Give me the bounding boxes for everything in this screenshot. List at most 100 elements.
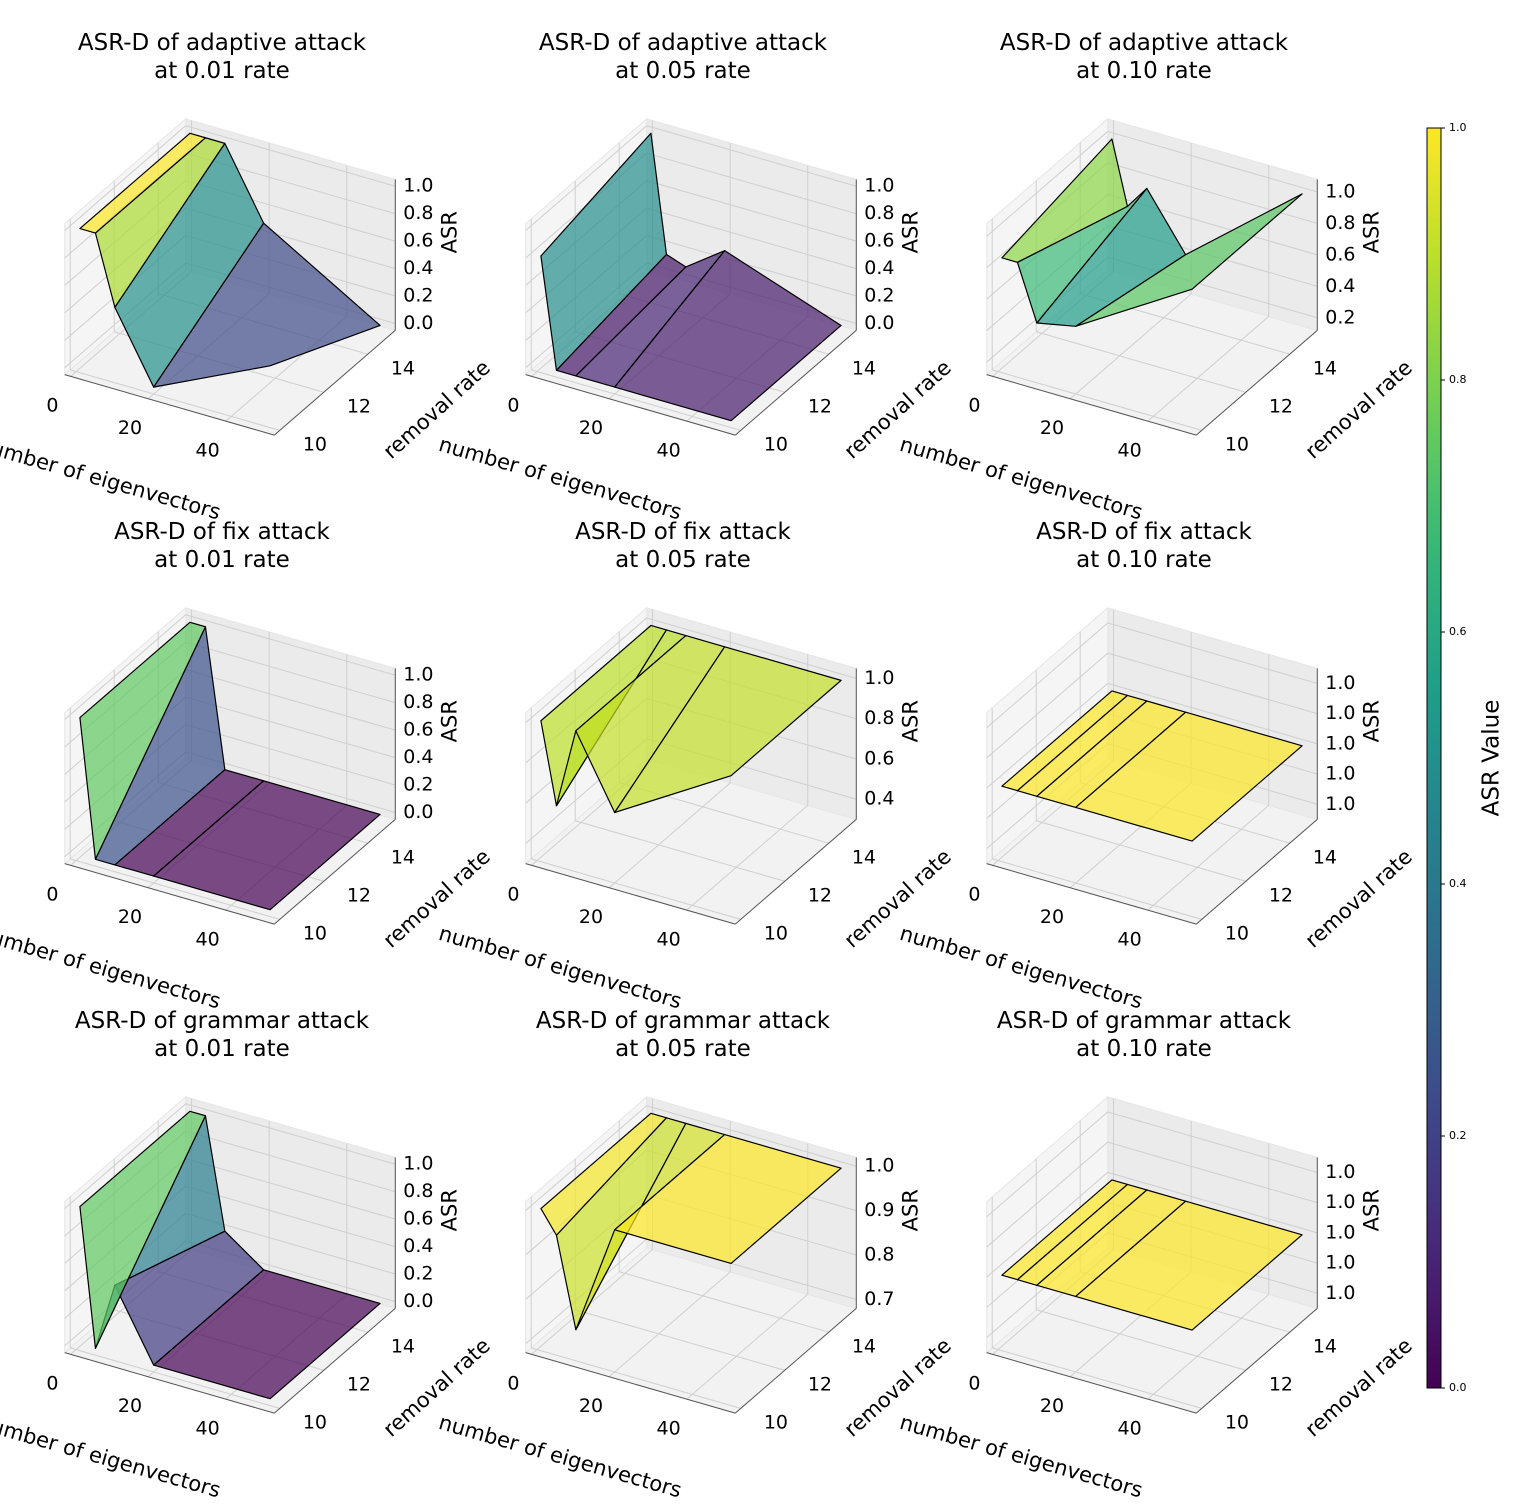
- grid-line: [531, 1249, 653, 1355]
- z-axis-label: ASR: [437, 1189, 461, 1231]
- axis-line: [734, 329, 857, 436]
- z-tick-label: 0.2: [403, 1263, 433, 1285]
- grid-line: [1107, 622, 1318, 684]
- grid-line: [1147, 804, 1270, 911]
- z-tick-label: 0.8: [403, 1180, 433, 1202]
- surface-patch: [79, 621, 207, 860]
- y-tick-label: 14: [1313, 1335, 1337, 1357]
- grid-line: [1036, 331, 1246, 393]
- z-tick-label: 0.2: [1325, 306, 1355, 328]
- grid-line: [1107, 162, 1318, 224]
- grid-line: [646, 125, 857, 187]
- grid-line: [992, 369, 1202, 431]
- x-tick-label: 40: [1118, 1417, 1142, 1439]
- x-axis-label: number of eigenvectors: [436, 432, 684, 524]
- z-tick-label: 1.0: [403, 175, 433, 197]
- axis-line: [1195, 329, 1318, 436]
- grid-line: [185, 1130, 396, 1193]
- x-tick-label: 40: [657, 1417, 681, 1439]
- grid-line: [986, 652, 1109, 759]
- z-axis-label: ASR: [1359, 1189, 1383, 1231]
- subplot-title: ASR-D of adaptive attack at 0.10 rate: [999, 30, 1289, 84]
- x-tick-label: 0: [46, 395, 58, 417]
- x-tick-label: 40: [196, 928, 220, 950]
- axis-line: [986, 1352, 1197, 1414]
- grid-line: [986, 1111, 1109, 1218]
- z-tick-label: 1.0: [403, 664, 433, 686]
- grid-line: [646, 180, 857, 242]
- x-tick-label: 0: [507, 395, 519, 417]
- subplot: 0 20 40 10 12 14 1.0 1.0 1.0 1.0 1.0 number of eige…: [897, 1095, 1417, 1503]
- surface-patch: [153, 222, 381, 388]
- grid-line: [686, 1293, 809, 1400]
- grid-line: [1107, 1111, 1318, 1173]
- y-tick-label: 14: [391, 1335, 415, 1357]
- z-tick-label: 0.8: [864, 202, 894, 224]
- axis-line: [734, 1307, 857, 1414]
- colorbar-tick-label: 0.4: [1449, 877, 1467, 890]
- grid-line: [185, 696, 396, 759]
- surface-patch: [614, 1133, 842, 1265]
- subplot-title: ASR-D of fix attack at 0.05 rate: [575, 519, 791, 573]
- y-tick-label: 10: [303, 434, 327, 456]
- subplot-title: ASR-D of grammar attack at 0.10 rate: [996, 1008, 1292, 1062]
- axis-line: [986, 863, 1197, 925]
- y-tick-label: 10: [303, 1412, 327, 1434]
- y-tick-label: 12: [808, 884, 832, 906]
- grid-line: [575, 1309, 785, 1371]
- subplot: 0 20 40 10 12 14 0.7 0.8 0.9 1.0 number of eigenve…: [436, 1095, 956, 1503]
- grid-line: [185, 125, 396, 187]
- x-tick-label: 20: [579, 906, 603, 928]
- x-axis-label: number of eigenvectors: [436, 921, 684, 1013]
- subplot: 0 20 40 10 12 14 0.4 0.6 0.8 1.0 number of eigenve…: [436, 606, 956, 1014]
- z-axis-label: ASR: [898, 211, 922, 253]
- z-tick-label: 0.8: [403, 202, 433, 224]
- x-tick-label: 0: [507, 1373, 519, 1395]
- y-tick-label: 12: [808, 1373, 832, 1395]
- y-tick-label: 10: [1225, 434, 1249, 456]
- x-tick-label: 0: [968, 395, 980, 417]
- grid-line: [185, 1185, 396, 1248]
- grid-line: [185, 641, 396, 704]
- grid-line: [1107, 652, 1318, 715]
- z-tick-label: 1.0: [1325, 1252, 1355, 1274]
- z-tick-label: 0.6: [403, 230, 433, 252]
- grid-line: [531, 369, 741, 431]
- y-tick-label: 10: [764, 923, 788, 945]
- y-tick-label: 12: [347, 884, 371, 906]
- x-tick-label: 20: [118, 1395, 142, 1417]
- colorbar-tick-label: 1.0: [1449, 121, 1467, 134]
- grid-line: [525, 1105, 648, 1211]
- z-tick-label: 0.4: [864, 257, 894, 279]
- grid-line: [525, 617, 648, 724]
- grid-line: [986, 131, 1109, 237]
- x-tick-label: 20: [579, 417, 603, 439]
- axis-line: [64, 374, 275, 436]
- z-tick-label: 1.0: [1325, 1221, 1355, 1243]
- subplot: 0 20 40 10 12 14 0.0 0.2 0.4 0.6 0.8 1.0 number of e…: [436, 117, 956, 525]
- grid-line: [986, 1171, 1109, 1278]
- z-tick-label: 0.2: [403, 774, 433, 796]
- colorbar-tick-label: 0.6: [1449, 625, 1467, 638]
- x-tick-label: 0: [968, 1373, 980, 1395]
- x-axis-label: number of eigenvectors: [0, 921, 223, 1013]
- subplot: 0 20 40 10 12 14 0.2 0.4 0.6 0.8 1.0 number of eige…: [897, 117, 1417, 525]
- z-tick-label: 0.4: [403, 257, 433, 279]
- subplot-title: ASR-D of fix attack at 0.10 rate: [1036, 519, 1252, 573]
- axis-line: [734, 818, 857, 925]
- z-tick-label: 0.8: [864, 707, 894, 729]
- surface-patch: [79, 1110, 207, 1349]
- surface-patch: [1075, 193, 1303, 327]
- subplot-title: ASR-D of adaptive attack at 0.05 rate: [538, 30, 828, 84]
- axis-line: [1195, 1307, 1318, 1414]
- z-tick-label: 0.8: [864, 1244, 894, 1266]
- y-tick-label: 14: [852, 1335, 876, 1357]
- subplot-title: ASR-D of adaptive attack at 0.01 rate: [77, 30, 367, 84]
- grid-line: [70, 1347, 280, 1409]
- z-tick-label: 1.0: [403, 1153, 433, 1175]
- grid-line: [185, 614, 396, 676]
- subplot: 0 20 40 10 12 14 0.0 0.2 0.4 0.6 0.8 1.0 number of e…: [0, 117, 495, 525]
- z-tick-label: 0.0: [864, 312, 894, 334]
- grid-line: [1107, 1141, 1318, 1204]
